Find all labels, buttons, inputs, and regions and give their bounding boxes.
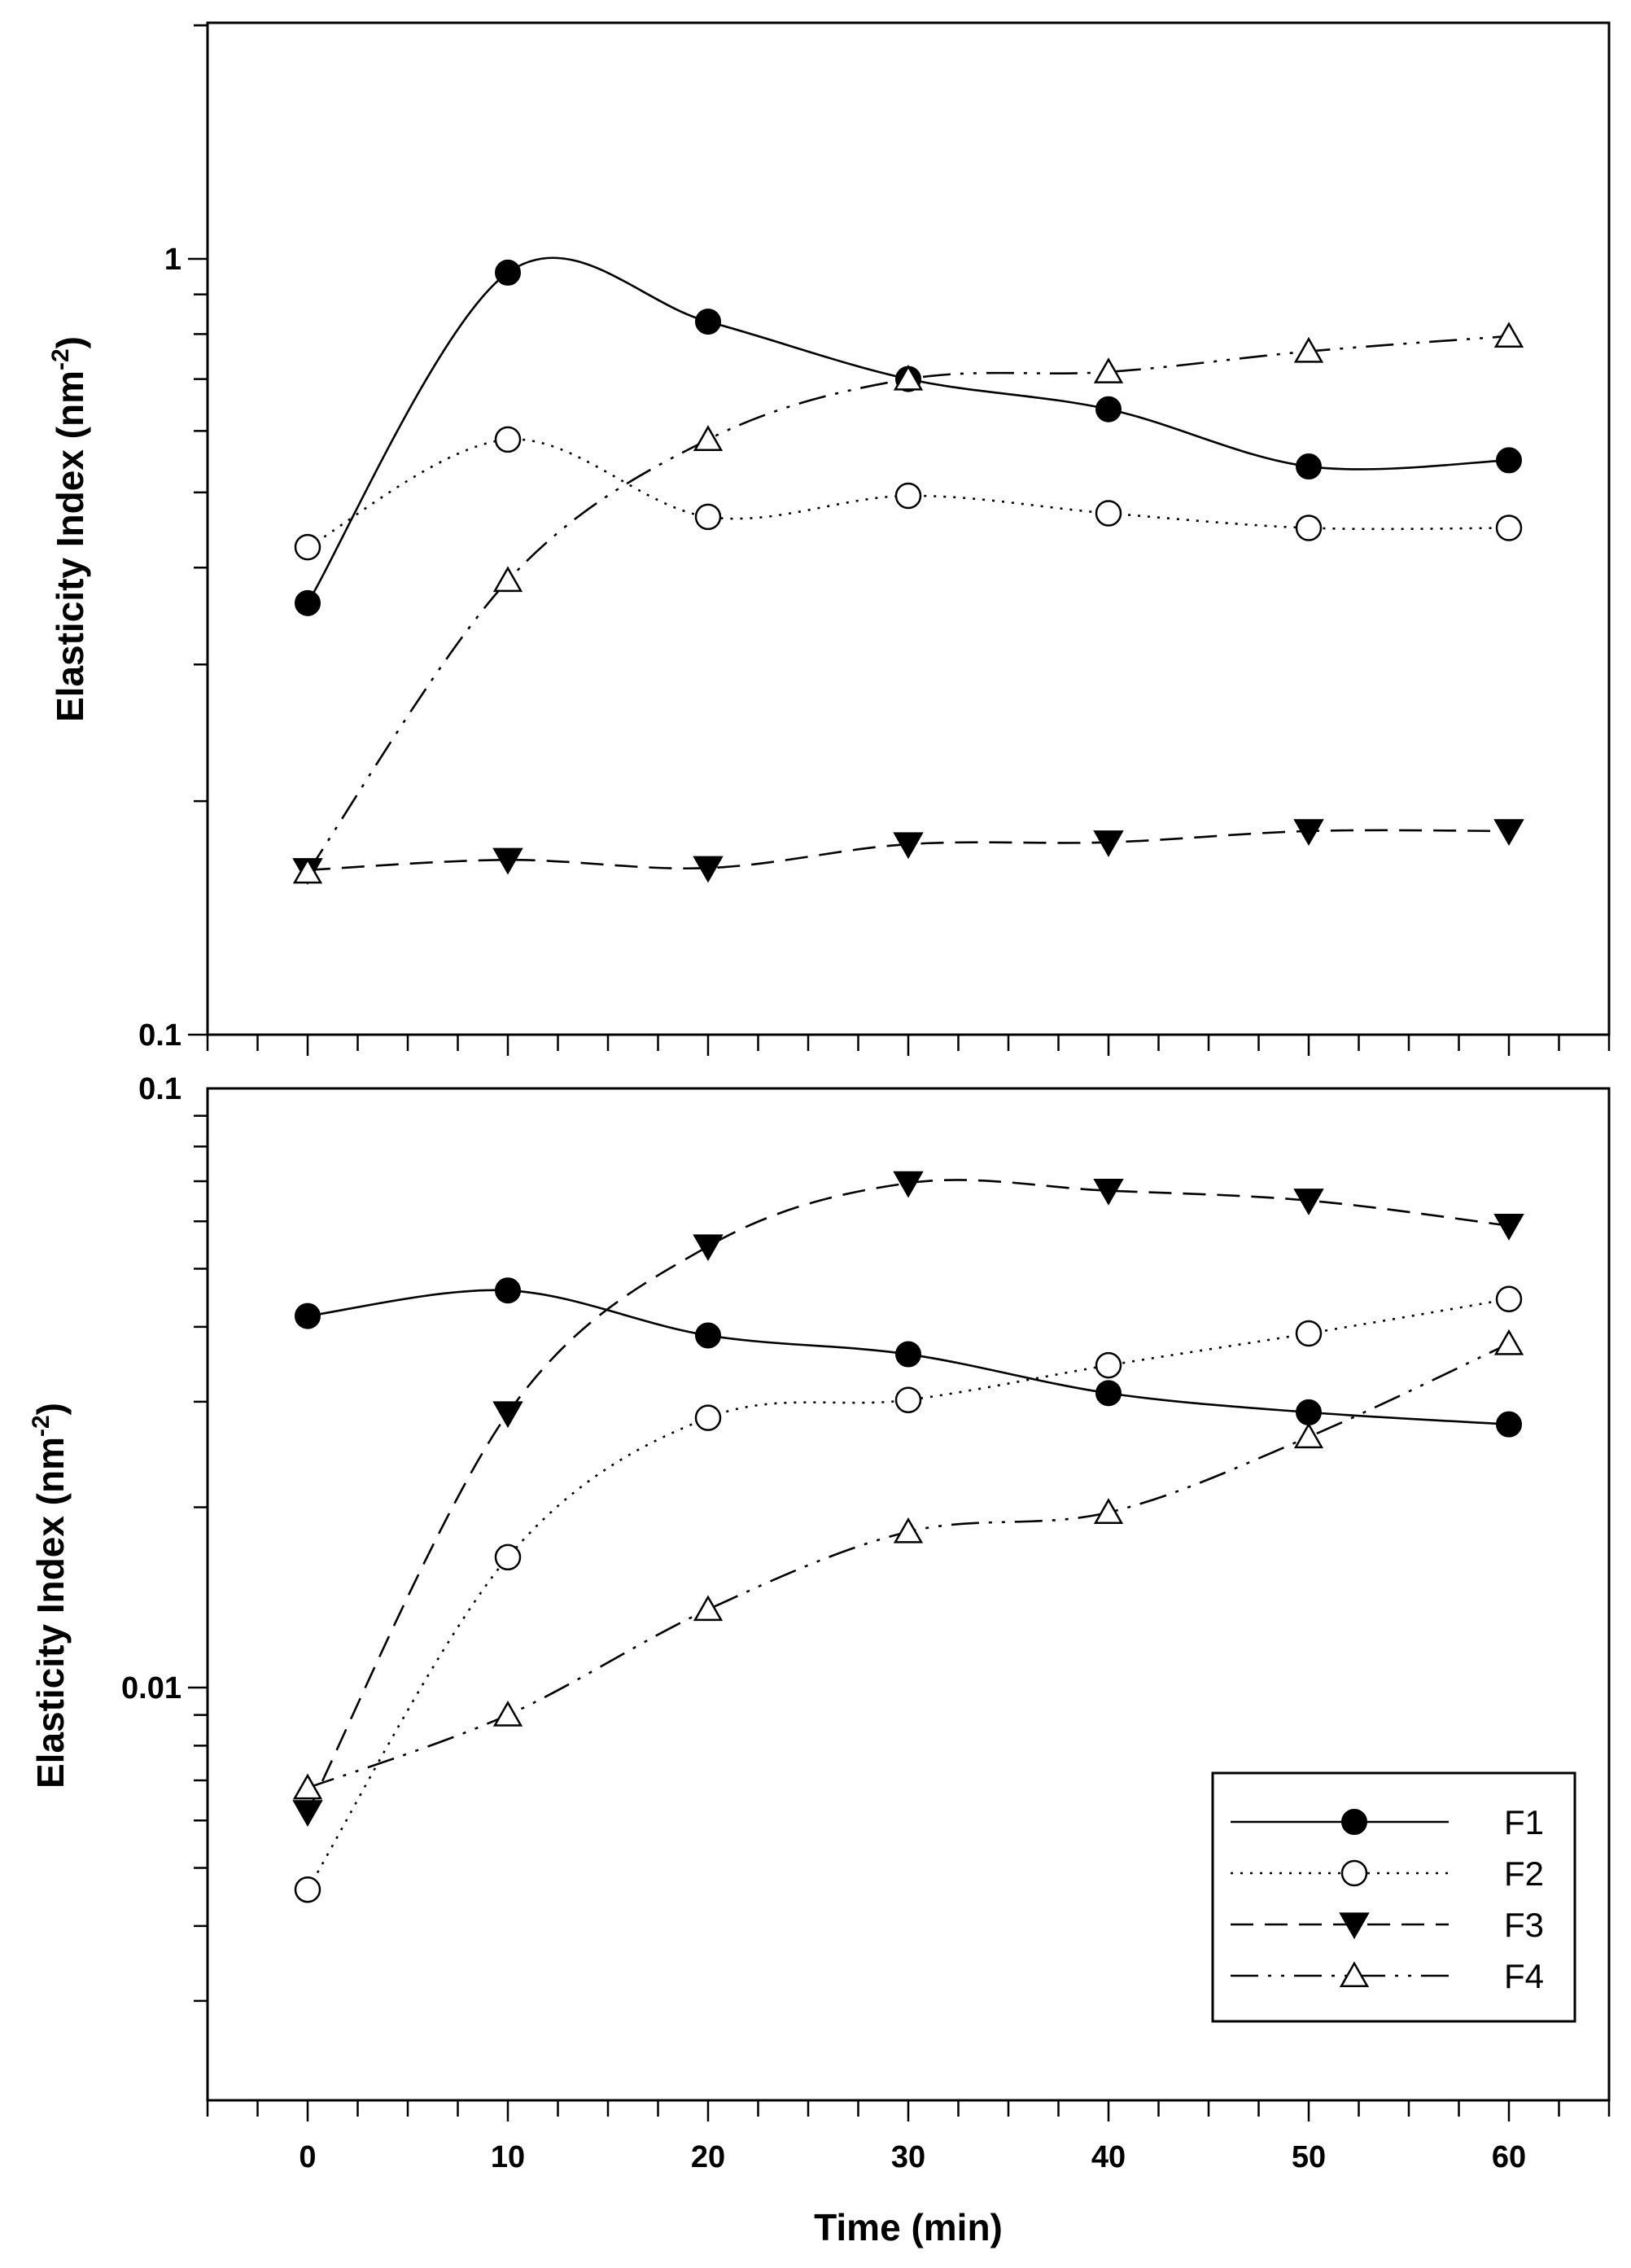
- bottom-point-f2-60: [1495, 1285, 1523, 1313]
- bottom-point-f2-20: [694, 1404, 722, 1431]
- top-point-f4-30: [893, 364, 924, 391]
- bottom-point-f1-60: [1496, 1411, 1522, 1438]
- bottom-y-axis-title-close: ): [29, 1403, 72, 1415]
- bottom-y-tick-labels: 0.1 0.01: [121, 1072, 181, 1705]
- bottom-point-f4-20: [693, 1595, 724, 1622]
- bottom-point-f3-40: [1093, 1179, 1124, 1206]
- legend-marker-f4: [1339, 1961, 1370, 1988]
- bottom-point-f4-40: [1093, 1498, 1124, 1524]
- top-point-f4-40: [1093, 357, 1124, 383]
- bottom-y-axis-title: Elasticity Index (nm-2): [28, 1403, 72, 1789]
- top-point-f3-60: [1493, 819, 1524, 847]
- bottom-ticks: [188, 1114, 1611, 2121]
- top-y-axis-title: Elasticity Index (nm-2): [47, 336, 91, 722]
- legend-box: [1211, 1771, 1576, 2023]
- top-point-f2-60: [1495, 514, 1523, 541]
- top-point-f1-60: [1496, 447, 1522, 474]
- bottom-point-f1-40: [1095, 1380, 1122, 1407]
- bottom-y-tick-label: 0.01: [121, 1671, 181, 1705]
- legend: F1 F2 F3 F4: [1211, 1771, 1576, 2023]
- bottom-point-f3-50: [1293, 1189, 1324, 1215]
- bottom-point-f4-0: [292, 1773, 323, 1800]
- bottom-point-f4-10: [492, 1700, 523, 1727]
- bottom-point-f1-0: [295, 1303, 321, 1329]
- top-point-f2-10: [494, 426, 522, 453]
- bottom-point-f4-30: [893, 1517, 924, 1543]
- bottom-x-tick-label: 60: [1492, 2140, 1526, 2174]
- bottom-x-tick-label: 20: [691, 2140, 725, 2174]
- bottom-series-line-f3: [306, 1179, 1510, 1813]
- bottom-series-group: [292, 1171, 1524, 1903]
- top-point-f4-20: [693, 425, 724, 451]
- top-panel: 10.1 Elasticity Index (nm-2): [47, 21, 1611, 1056]
- top-point-f2-20: [694, 503, 722, 531]
- legend-label-f3: F3: [1504, 1906, 1544, 1944]
- top-y-tick-label: 0.1: [138, 1018, 181, 1053]
- bottom-x-tick-label: 50: [1292, 2140, 1326, 2174]
- legend-marker-f3: [1339, 1912, 1370, 1940]
- bottom-point-f3-10: [492, 1401, 523, 1429]
- top-y-tick-label: 1: [164, 243, 181, 277]
- top-point-f3-10: [492, 847, 523, 875]
- legend-marker-f1: [1341, 1809, 1367, 1835]
- top-point-f4-60: [1493, 322, 1524, 348]
- bottom-point-f4-50: [1293, 1422, 1324, 1449]
- top-point-f3-40: [1093, 830, 1124, 857]
- bottom-point-f2-30: [894, 1386, 922, 1413]
- top-point-f3-30: [893, 832, 924, 860]
- bottom-x-tick-labels: 0 10 20 30 40 50 60: [299, 2140, 1526, 2174]
- legend-label-f2: F2: [1504, 1854, 1544, 1893]
- top-y-tick-labels: 10.1: [138, 243, 181, 1053]
- top-point-f1-40: [1095, 396, 1122, 423]
- bottom-x-tick-label: 40: [1091, 2140, 1126, 2174]
- bottom-point-f1-20: [695, 1322, 721, 1349]
- top-point-f4-10: [492, 566, 523, 593]
- legend-label-f4: F4: [1504, 1957, 1544, 1995]
- top-point-f2-40: [1095, 500, 1122, 527]
- bottom-point-f3-20: [693, 1234, 724, 1262]
- bottom-x-tick-label: 0: [299, 2140, 316, 2174]
- legend-marker-f2: [1340, 1859, 1368, 1887]
- top-point-f1-50: [1296, 453, 1322, 480]
- bottom-y-axis-title-superscript: -2: [28, 1415, 55, 1437]
- bottom-point-f3-60: [1493, 1214, 1524, 1241]
- bottom-x-tick-label: 30: [891, 2140, 925, 2174]
- bottom-point-f3-0: [292, 1800, 323, 1827]
- bottom-point-f2-0: [294, 1876, 321, 1903]
- top-point-f2-30: [894, 482, 922, 510]
- bottom-y-tick-label: 0.1: [138, 1072, 181, 1106]
- bottom-point-f2-50: [1295, 1320, 1323, 1347]
- top-plot-frame: [206, 21, 1611, 1036]
- bottom-panel: 0.1 0.01 0 10 20 30 40 50 60 Elasticity Index (…: [28, 1072, 1611, 2248]
- bottom-point-f2-40: [1095, 1351, 1122, 1379]
- bottom-point-f1-50: [1296, 1399, 1322, 1425]
- legend-items: F1 F2 F3 F4: [1231, 1803, 1544, 1995]
- top-ticks: [188, 24, 1611, 1056]
- top-point-f1-20: [695, 309, 721, 335]
- bottom-plot-frame: [206, 1087, 1611, 2102]
- top-point-f2-0: [294, 533, 321, 561]
- x-axis-title: Time (min): [814, 2206, 1003, 2248]
- bottom-point-f3-30: [893, 1171, 924, 1198]
- legend-label-f1: F1: [1504, 1803, 1544, 1841]
- top-point-f3-20: [693, 856, 724, 883]
- bottom-point-f4-60: [1493, 1329, 1524, 1355]
- bottom-x-tick-label: 10: [491, 2140, 525, 2174]
- bottom-point-f1-30: [895, 1341, 921, 1368]
- bottom-point-f1-10: [495, 1277, 521, 1304]
- top-point-f1-10: [495, 259, 521, 286]
- top-y-axis-title-superscript: -2: [47, 348, 74, 370]
- top-point-f2-50: [1295, 514, 1323, 541]
- top-point-f1-0: [295, 589, 321, 616]
- top-point-f4-0: [292, 857, 323, 884]
- top-point-f3-50: [1293, 819, 1324, 847]
- top-series-group: [292, 256, 1524, 885]
- top-y-axis-title-close: ): [49, 336, 91, 348]
- bottom-point-f2-10: [494, 1543, 522, 1571]
- top-point-f4-50: [1293, 336, 1324, 363]
